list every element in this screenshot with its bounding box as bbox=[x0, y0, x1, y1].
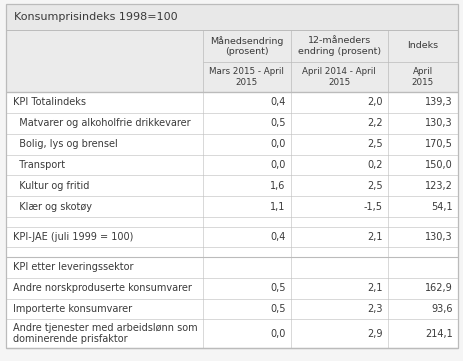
Text: Kultur og fritid: Kultur og fritid bbox=[13, 181, 89, 191]
Bar bbox=[6, 134, 457, 155]
Text: 130,3: 130,3 bbox=[425, 118, 452, 128]
Bar bbox=[6, 175, 457, 196]
Text: KPI etter leveringssektor: KPI etter leveringssektor bbox=[13, 262, 133, 272]
Bar bbox=[6, 299, 457, 319]
Text: Månedsendring
(prosent): Månedsendring (prosent) bbox=[210, 36, 283, 56]
Text: 0,5: 0,5 bbox=[269, 283, 285, 293]
Text: KPI-JAE (juli 1999 = 100): KPI-JAE (juli 1999 = 100) bbox=[13, 232, 133, 242]
Text: 12-måneders
endring (prosent): 12-måneders endring (prosent) bbox=[297, 36, 380, 56]
Text: Klær og skotøy: Klær og skotøy bbox=[13, 202, 92, 212]
Text: 54,1: 54,1 bbox=[431, 202, 452, 212]
Text: Mars 2015 - April
2015: Mars 2015 - April 2015 bbox=[209, 67, 283, 87]
Bar bbox=[6, 4, 457, 30]
Text: 170,5: 170,5 bbox=[424, 139, 452, 149]
Text: 0,5: 0,5 bbox=[269, 304, 285, 314]
Text: 0,4: 0,4 bbox=[270, 97, 285, 108]
Bar bbox=[6, 113, 457, 134]
Text: 2,0: 2,0 bbox=[367, 97, 382, 108]
Bar bbox=[6, 196, 457, 217]
Text: 0,4: 0,4 bbox=[270, 232, 285, 242]
Text: Andre norskproduserte konsumvarer: Andre norskproduserte konsumvarer bbox=[13, 283, 192, 293]
Text: 214,1: 214,1 bbox=[424, 329, 452, 339]
Text: 2,9: 2,9 bbox=[367, 329, 382, 339]
Text: 2,2: 2,2 bbox=[367, 118, 382, 128]
Text: Matvarer og alkoholfrie drikkevarer: Matvarer og alkoholfrie drikkevarer bbox=[13, 118, 190, 128]
Text: 150,0: 150,0 bbox=[424, 160, 452, 170]
Text: 123,2: 123,2 bbox=[424, 181, 452, 191]
Text: 2,5: 2,5 bbox=[367, 181, 382, 191]
Text: 0,2: 0,2 bbox=[367, 160, 382, 170]
Text: Importerte konsumvarer: Importerte konsumvarer bbox=[13, 304, 132, 314]
Bar bbox=[6, 319, 457, 348]
Text: 2,1: 2,1 bbox=[367, 283, 382, 293]
Bar bbox=[6, 227, 457, 247]
Bar bbox=[6, 92, 457, 113]
Text: 0,0: 0,0 bbox=[270, 139, 285, 149]
Bar bbox=[6, 257, 457, 278]
Text: 0,5: 0,5 bbox=[269, 118, 285, 128]
Text: April
2015: April 2015 bbox=[411, 67, 433, 87]
Text: Konsumprisindeks 1998=100: Konsumprisindeks 1998=100 bbox=[14, 12, 177, 22]
Bar bbox=[6, 30, 457, 62]
Text: 1,1: 1,1 bbox=[270, 202, 285, 212]
Bar bbox=[6, 278, 457, 299]
Text: April 2014 - April
2015: April 2014 - April 2015 bbox=[302, 67, 375, 87]
Text: -1,5: -1,5 bbox=[363, 202, 382, 212]
Text: 130,3: 130,3 bbox=[425, 232, 452, 242]
Text: 0,0: 0,0 bbox=[270, 160, 285, 170]
Bar bbox=[6, 62, 457, 92]
Bar bbox=[6, 247, 457, 257]
Text: 0,0: 0,0 bbox=[270, 329, 285, 339]
Text: 1,6: 1,6 bbox=[270, 181, 285, 191]
Text: 2,1: 2,1 bbox=[367, 232, 382, 242]
Text: 93,6: 93,6 bbox=[431, 304, 452, 314]
Text: Andre tjenester med arbeidslønn som
dominerende prisfaktor: Andre tjenester med arbeidslønn som domi… bbox=[13, 323, 197, 344]
Text: KPI Totalindeks: KPI Totalindeks bbox=[13, 97, 86, 108]
Text: 162,9: 162,9 bbox=[424, 283, 452, 293]
Text: 2,5: 2,5 bbox=[367, 139, 382, 149]
Bar bbox=[6, 217, 457, 227]
Text: Bolig, lys og brensel: Bolig, lys og brensel bbox=[13, 139, 118, 149]
Text: Transport: Transport bbox=[13, 160, 65, 170]
Bar bbox=[6, 155, 457, 175]
Text: Indeks: Indeks bbox=[407, 42, 438, 51]
Text: 2,3: 2,3 bbox=[367, 304, 382, 314]
Text: 139,3: 139,3 bbox=[425, 97, 452, 108]
